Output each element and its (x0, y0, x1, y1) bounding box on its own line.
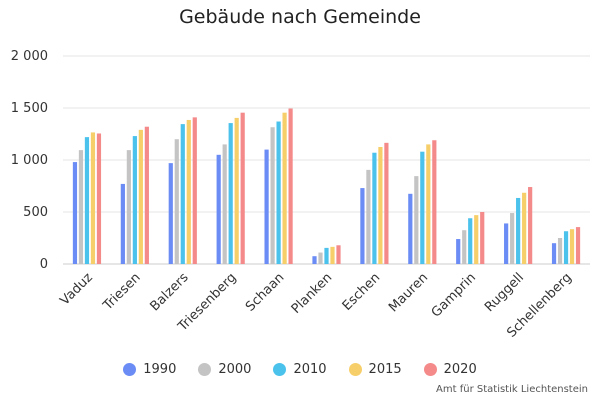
bars (72, 108, 581, 265)
chart-title: Gebäude nach Gemeinde (179, 6, 421, 28)
legend-label: 2000 (218, 362, 252, 377)
y-tick-label: 2 000 (11, 49, 48, 64)
bar-ruggell-2000 (510, 213, 515, 264)
bar-gamprin-1990 (456, 239, 461, 264)
legend-label: 2015 (368, 362, 402, 377)
bar-planken-2020 (336, 245, 341, 264)
x-tick-label: Triesen (100, 270, 144, 314)
bar-gamprin-2000 (462, 230, 467, 264)
bar-balzers-2015 (186, 119, 191, 265)
bar-vaduz-2015 (90, 132, 96, 264)
bar-balzers-2000 (174, 139, 179, 264)
bar-triesenberg-2000 (222, 144, 227, 264)
bar-schaan-2000 (270, 127, 275, 265)
legend-item-2020[interactable]: 2020 (423, 362, 477, 377)
bar-triesen-2010 (132, 136, 137, 264)
legend-item-1990[interactable]: 1990 (123, 362, 176, 377)
x-tick-label: Gamprin (429, 270, 479, 320)
bar-triesen-2000 (126, 150, 131, 264)
bar-gamprin-2020 (480, 212, 485, 264)
bar-mauren-2000 (414, 176, 419, 264)
source-credit: Amt für Statistik Liechtenstein (436, 384, 588, 395)
bar-eschen-2010 (372, 152, 377, 264)
bar-balzers-1990 (168, 163, 173, 264)
y-tick-label: 0 (40, 257, 48, 272)
legend-item-2015[interactable]: 2015 (348, 362, 402, 377)
bar-eschen-1990 (360, 188, 365, 264)
x-tick-label: Vaduz (57, 270, 95, 308)
bar-eschen-2000 (366, 169, 371, 264)
bar-eschen-2020 (384, 142, 389, 264)
bar-schaan-2020 (288, 108, 293, 265)
y-tick-label: 1 500 (11, 101, 48, 116)
legend-marker (123, 363, 137, 376)
bar-triesenberg-2015 (234, 117, 239, 264)
bar-mauren-2015 (426, 144, 431, 264)
legend-marker (198, 363, 212, 376)
bar-mauren-1990 (408, 193, 413, 264)
bar-gamprin-2015 (474, 215, 479, 264)
y-tick-label: 500 (23, 205, 48, 220)
x-tick-label: Ruggell (482, 270, 527, 315)
bar-ruggell-2010 (516, 197, 521, 264)
bar-triesenberg-1990 (216, 154, 221, 264)
bar-balzers-2020 (192, 117, 197, 264)
bar-schaan-2010 (276, 121, 281, 265)
bar-mauren-2010 (420, 151, 425, 264)
legend-label: 2010 (293, 362, 327, 377)
bar-triesen-2020 (144, 126, 149, 264)
bar-schellenberg-2010 (563, 231, 569, 264)
x-tick-label: Balzers (147, 270, 191, 314)
bar-schellenberg-1990 (551, 243, 557, 264)
legend-label: 1990 (143, 362, 177, 377)
bar-triesen-2015 (138, 129, 143, 264)
x-tick-label: Planken (289, 270, 336, 317)
legend-item-2010[interactable]: 2010 (273, 362, 327, 377)
bar-schellenberg-2000 (557, 238, 563, 264)
bar-triesenberg-2020 (240, 112, 245, 265)
bar-planken-1990 (312, 256, 317, 264)
bar-schaan-2015 (282, 112, 287, 265)
x-tick-label: Schaan (243, 270, 287, 314)
bar-planken-2015 (330, 246, 335, 264)
bar-schaan-1990 (264, 149, 269, 264)
bar-ruggell-2020 (528, 187, 533, 264)
legend-label: 2020 (443, 362, 477, 377)
bar-triesenberg-2010 (228, 123, 233, 264)
bar-gamprin-2010 (468, 218, 473, 264)
x-tick-label: Eschen (340, 270, 384, 314)
legend-marker (273, 363, 287, 376)
y-tick-label: 1 000 (11, 153, 48, 168)
bar-vaduz-2020 (96, 133, 102, 264)
y-axis: 0 500 1 000 1 500 2 000 (11, 49, 48, 272)
x-tick-label: Mauren (386, 270, 431, 315)
bar-triesen-1990 (120, 183, 125, 264)
bar-ruggell-2015 (522, 192, 527, 264)
bar-schellenberg-2015 (569, 229, 575, 264)
bar-planken-2010 (324, 247, 329, 264)
bar-schellenberg-2020 (575, 227, 581, 264)
bar-mauren-2020 (432, 140, 437, 264)
legend: 1990 2000 2010 2015 2020 (0, 362, 600, 377)
bar-planken-2000 (318, 252, 323, 264)
legend-marker (423, 363, 437, 376)
bar-vaduz-2000 (78, 150, 84, 264)
bar-vaduz-1990 (72, 162, 78, 264)
bar-eschen-2015 (378, 147, 383, 264)
bar-balzers-2010 (180, 124, 185, 265)
legend-item-2000[interactable]: 2000 (198, 362, 251, 377)
bar-vaduz-2010 (84, 137, 90, 264)
bar-ruggell-1990 (504, 223, 509, 264)
legend-marker (348, 363, 362, 376)
